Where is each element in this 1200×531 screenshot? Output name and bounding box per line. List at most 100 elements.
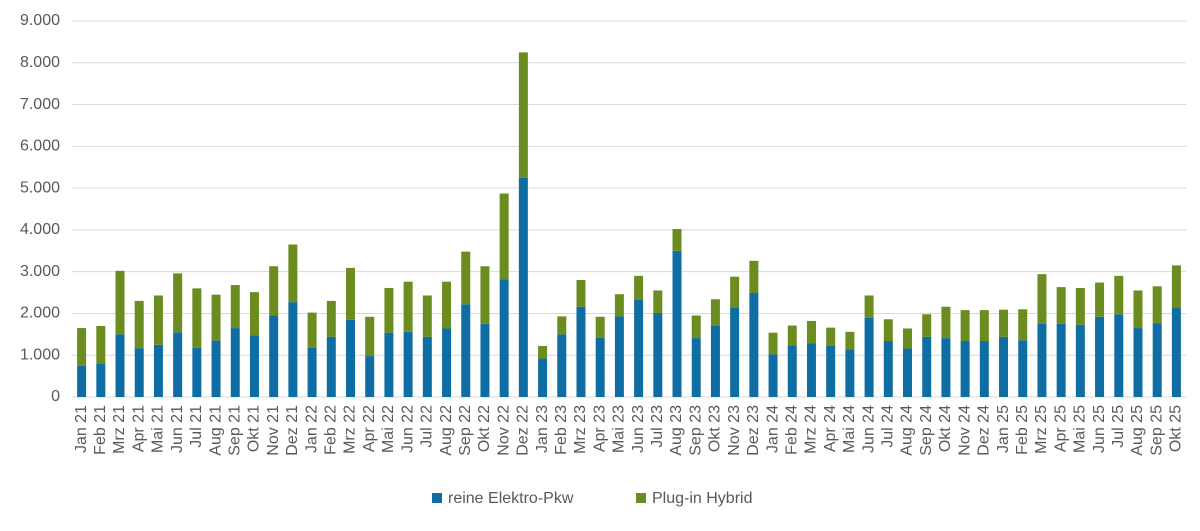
bar-segment — [249, 292, 259, 336]
x-tick-label: Jul 23 — [649, 405, 666, 448]
bar-segment — [941, 338, 951, 397]
x-tick-label: Jun 21 — [169, 405, 186, 453]
bar-segment — [1018, 340, 1028, 397]
x-tick-label: Nov 23 — [726, 405, 743, 456]
y-tick-label: 7.000 — [20, 96, 60, 113]
x-tick-label: Apr 25 — [1052, 405, 1069, 452]
bar-segment — [115, 334, 125, 397]
y-tick-label: 9.000 — [20, 12, 60, 29]
bar-segment — [999, 309, 1009, 337]
x-tick-label: Jul 22 — [419, 405, 436, 448]
bar-segment — [461, 251, 471, 305]
x-tick-label: Jan 23 — [534, 405, 551, 453]
bar-segment — [211, 340, 221, 397]
bar-segment — [845, 331, 855, 350]
bar-segment — [710, 299, 720, 326]
bar-segment — [979, 341, 989, 397]
bar-segment — [422, 336, 432, 397]
y-tick-label: 0 — [51, 388, 60, 405]
x-tick-label: Apr 24 — [822, 405, 839, 452]
bar-segment — [211, 294, 221, 341]
x-tick-label: Dez 22 — [515, 405, 532, 456]
bar-segment — [672, 229, 682, 251]
x-tick-label: Mai 21 — [150, 405, 167, 453]
bar-segment — [134, 300, 144, 349]
legend-label: Plug-in Hybrid — [652, 490, 752, 507]
bar-segment — [288, 302, 298, 397]
bar-segment — [826, 327, 836, 346]
x-tick-label: Feb 21 — [92, 405, 109, 455]
bar-segment — [806, 320, 816, 344]
bar-segment — [826, 345, 836, 397]
y-tick-label: 1.000 — [20, 346, 60, 363]
bar-segment — [384, 332, 394, 397]
bar-segment — [691, 338, 701, 397]
bar-segment — [979, 310, 989, 342]
bar-segment — [1095, 316, 1105, 397]
bar-segment — [346, 267, 355, 320]
bar-segment — [442, 281, 452, 329]
x-tick-label: Mai 24 — [841, 405, 858, 453]
bar-segment — [883, 319, 893, 342]
bar-segment — [422, 295, 432, 337]
bar-segment — [595, 316, 605, 338]
bar-segment — [614, 294, 624, 317]
bar-segment — [903, 328, 912, 349]
bar-segment — [634, 275, 644, 300]
bar-segment — [403, 281, 413, 332]
x-tick-label: Apr 23 — [591, 405, 608, 452]
bar-segment — [153, 295, 163, 345]
bar-segment — [1056, 287, 1066, 324]
bar-segment — [614, 316, 624, 397]
x-tick-label: Nov 21 — [265, 405, 282, 456]
bar-segment — [768, 332, 778, 355]
y-tick-label: 8.000 — [20, 54, 60, 71]
bar-segment — [1037, 274, 1047, 324]
bar-segment — [134, 348, 144, 397]
x-tick-label: Dez 24 — [976, 405, 993, 456]
x-tick-label: Okt 22 — [476, 405, 493, 452]
bar-segment — [999, 336, 1009, 397]
bar-segment — [384, 287, 394, 333]
bar-segment — [173, 273, 183, 333]
bar-segment — [787, 325, 797, 346]
bar-segment — [941, 306, 951, 339]
bar-segment — [1133, 328, 1143, 397]
bar-segment — [538, 346, 548, 359]
bar-segment — [461, 304, 471, 397]
bar-segment — [730, 276, 740, 308]
x-tick-label: Aug 23 — [668, 405, 685, 456]
bar-segment — [653, 313, 663, 397]
x-tick-label: Dez 21 — [284, 405, 301, 456]
bar-segment — [365, 356, 375, 397]
bar-segment — [730, 307, 740, 397]
bar-segment — [864, 295, 874, 318]
x-tick-label: Sep 23 — [687, 405, 704, 456]
bar-segment — [518, 177, 528, 397]
x-tick-label: Apr 22 — [361, 405, 378, 452]
bar-segment — [595, 337, 605, 397]
bar-segment — [1095, 282, 1105, 317]
x-tick-label: Feb 24 — [783, 405, 800, 455]
x-tick-label: Mai 22 — [380, 405, 397, 453]
bar-segment — [806, 343, 816, 397]
x-tick-label: Feb 25 — [1014, 405, 1031, 455]
bar-segment — [1171, 307, 1181, 397]
x-tick-label: Mrz 21 — [111, 405, 128, 454]
bar-segment — [288, 244, 298, 303]
x-tick-label: Jul 24 — [880, 405, 897, 448]
bar-segment — [173, 332, 183, 397]
bar-segment — [1152, 286, 1162, 324]
bar-segment — [307, 312, 317, 348]
x-tick-label: Jan 22 — [303, 405, 320, 453]
x-tick-label: Sep 22 — [457, 405, 474, 456]
bar-segment — [903, 348, 912, 397]
y-tick-label: 6.000 — [20, 138, 60, 155]
bar-segment — [518, 52, 528, 178]
x-tick-label: Sep 24 — [918, 405, 935, 456]
x-tick-label: Mai 23 — [611, 405, 628, 453]
bar-segment — [346, 319, 355, 397]
bar-segment — [1018, 309, 1028, 341]
x-tick-label: Jul 21 — [188, 405, 205, 448]
bar-segment — [557, 334, 567, 397]
